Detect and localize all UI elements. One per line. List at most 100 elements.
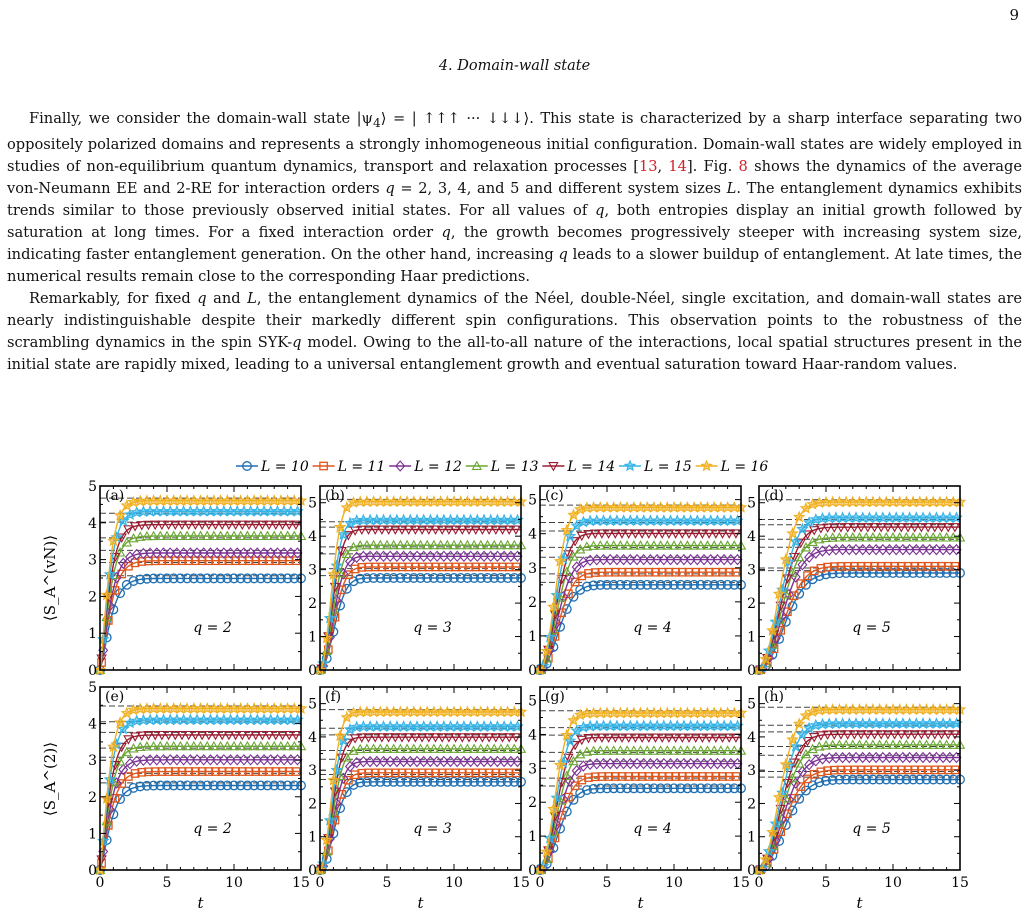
- data-point-L12: [285, 547, 296, 559]
- data-point-L12: [158, 547, 169, 559]
- data-point-L13: [914, 739, 926, 749]
- data-point-L10: [655, 783, 666, 794]
- data-point-L14: [503, 733, 515, 743]
- data-point-L13: [341, 548, 353, 559]
- data-point-L14: [290, 520, 302, 531]
- data-point-L14: [690, 733, 701, 743]
- data-point-L11: [424, 562, 434, 572]
- data-point-L12: [458, 550, 469, 563]
- data-point-L11: [691, 567, 701, 577]
- series-line-L10: [99, 577, 301, 671]
- data-point-L11: [504, 562, 514, 572]
- data-point-L12: [564, 571, 576, 584]
- data-point-L13: [688, 540, 700, 550]
- data-point-L10: [821, 775, 831, 786]
- data-point-L14: [710, 529, 722, 539]
- data-point-L14: [237, 730, 248, 741]
- data-point-L11: [110, 586, 120, 595]
- data-point-L14: [483, 733, 495, 743]
- data-point-L11: [671, 772, 680, 781]
- data-point-L13: [867, 739, 879, 749]
- data-point-L13: [201, 530, 213, 541]
- data-point-L14: [922, 523, 934, 533]
- data-point-L14: [156, 520, 168, 531]
- data-point-L14: [802, 737, 813, 747]
- panel-frame: [319, 485, 522, 671]
- data-point-L14: [670, 529, 681, 539]
- data-point-L14: [163, 520, 174, 531]
- data-point-L12: [864, 751, 875, 764]
- data-point-L10: [695, 579, 706, 590]
- data-point-L13: [375, 743, 386, 753]
- data-point-L11: [244, 767, 254, 776]
- data-point-L12: [672, 553, 683, 566]
- y-tick-label: 3: [88, 553, 97, 569]
- data-point-L11: [464, 768, 474, 778]
- series-line-L16: [319, 711, 521, 871]
- data-point-L14: [902, 730, 914, 740]
- data-point-L12: [891, 751, 902, 764]
- data-point-L14: [257, 520, 268, 531]
- data-point-L13: [668, 540, 680, 550]
- data-point-L11: [117, 779, 127, 788]
- series-line-L13: [99, 535, 301, 671]
- data-point-L14: [630, 733, 641, 743]
- data-point-L12: [605, 757, 616, 770]
- data-point-L10: [608, 579, 619, 590]
- data-point-L10: [729, 783, 740, 794]
- data-point-L11: [910, 561, 920, 571]
- data-point-L13: [395, 539, 406, 550]
- data-point-L11: [856, 561, 866, 571]
- data-point-L14: [703, 529, 715, 539]
- data-point-L10: [162, 780, 172, 791]
- data-point-L13: [448, 539, 460, 550]
- data-point-L12: [385, 755, 396, 768]
- y-tick-label: 1: [528, 629, 537, 645]
- citation-link[interactable]: 14: [668, 157, 687, 175]
- data-point-L11: [397, 562, 407, 572]
- y-tick-label: 2: [528, 595, 537, 611]
- data-point-L11: [684, 772, 694, 781]
- data-point-L10: [442, 776, 453, 787]
- data-point-L13: [268, 740, 280, 751]
- data-point-L10: [255, 780, 266, 791]
- data-point-L10: [901, 774, 912, 785]
- citation-link[interactable]: 13: [638, 157, 658, 175]
- data-point-L13: [488, 539, 500, 550]
- data-point-L11: [570, 781, 580, 791]
- data-point-L13: [275, 530, 287, 541]
- data-point-L13: [708, 540, 720, 550]
- data-point-L14: [210, 730, 221, 741]
- data-point-L11: [704, 772, 714, 781]
- data-point-L13: [361, 539, 373, 550]
- y-tick-label: 5: [528, 694, 537, 710]
- data-point-L12: [405, 755, 416, 768]
- series-line-L10: [758, 778, 960, 871]
- data-point-L10: [821, 569, 831, 580]
- data-point-L12: [165, 754, 176, 766]
- math-variable: L: [247, 289, 257, 307]
- data-point-L10: [888, 568, 898, 578]
- data-point-L10: [502, 573, 513, 583]
- data-point-L12: [698, 757, 710, 770]
- data-point-L13: [901, 532, 912, 542]
- data-point-L10: [128, 782, 139, 793]
- data-point-L13: [348, 745, 359, 755]
- data-point-L13: [787, 772, 798, 783]
- text-run: ,: [657, 157, 669, 175]
- legend-label: L = 10: [260, 459, 309, 475]
- data-point-L14: [623, 733, 634, 743]
- data-point-L13: [242, 740, 253, 751]
- data-point-L13: [509, 539, 520, 550]
- x-tick-label: 10: [445, 875, 463, 891]
- data-point-L12: [830, 543, 841, 556]
- data-point-L11: [417, 768, 427, 778]
- data-point-L10: [854, 568, 865, 578]
- data-point-L14: [477, 733, 488, 743]
- data-point-L12: [712, 553, 723, 566]
- data-point-L10: [921, 568, 932, 578]
- data-point-L11: [789, 793, 799, 803]
- data-point-L10: [368, 573, 379, 583]
- panel-label: (h): [764, 689, 784, 705]
- citation-link[interactable]: 8: [738, 157, 748, 175]
